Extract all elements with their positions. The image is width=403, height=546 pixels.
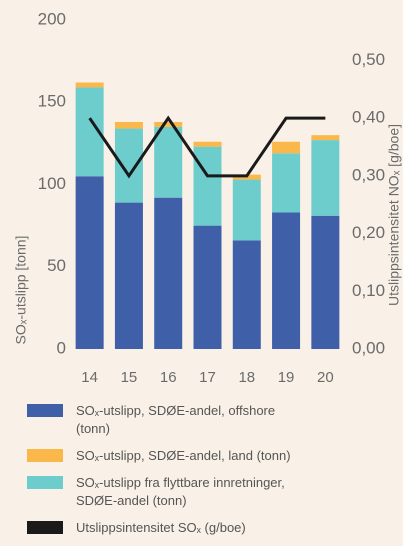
legend-label: Utslippsintensitet SOₓ (g/boe): [76, 520, 246, 535]
y-tick-label: 100: [38, 174, 66, 193]
legend-label: SOₓ-utslipp fra flyttbare innretninger, …: [76, 475, 285, 508]
y2-tick-label: 0,20: [352, 223, 385, 242]
legend-item: SOₓ-utslipp, SDØE-andel, land (tonn): [27, 447, 387, 465]
x-tick-label: 17: [199, 369, 216, 386]
page: {"chart_data":{"type":"bar","stacked":tr…: [12, 9, 402, 535]
bar-segment: [272, 153, 301, 213]
bar-segment: [193, 146, 222, 226]
legend-label: SOₓ-utslipp, SDØE-andel, land (tonn): [76, 448, 291, 463]
chart: SOₓ-utslipp [tonn] Utslippsintensitet NO…: [13, 9, 402, 386]
bar-segment: [154, 197, 183, 349]
legend-item: SOₓ-utslipp, SDØE-andel, offshore (tonn): [27, 402, 387, 438]
y2-tick-label: 0,50: [352, 50, 385, 69]
x-tick-label: 20: [317, 369, 334, 386]
y-tick-label: 150: [38, 92, 66, 111]
bar-segment: [311, 140, 340, 216]
legend: SOₓ-utslipp, SDØE-andel, offshore (tonn)…: [27, 402, 387, 546]
x-tick-label: 14: [81, 369, 98, 386]
y2-tick-label: 0,00: [352, 338, 385, 357]
legend-label: SOₓ-utslipp, SDØE-andel, offshore (tonn): [76, 403, 276, 436]
line: [88, 115, 326, 179]
y2-tick-label: 0,10: [352, 281, 385, 300]
bar-segment: [311, 215, 340, 349]
bar-segment: [154, 126, 183, 198]
bar-segment: [75, 82, 104, 88]
bar-segment: [311, 135, 340, 141]
bar-segment: [193, 225, 222, 349]
bar-segment: [75, 176, 104, 349]
bar-segment: [154, 121, 183, 127]
x-tick-label: 16: [160, 369, 177, 386]
y-tick-label: 50: [47, 256, 66, 275]
legend-swatch: [27, 476, 63, 489]
legend-swatch: [27, 449, 63, 462]
bar-segment: [272, 212, 301, 349]
x-tick-label: 18: [238, 369, 255, 386]
bar-segment: [272, 141, 301, 154]
legend-item: SOₓ-utslipp fra flyttbare innretninger, …: [27, 474, 387, 510]
x-tick-label: 15: [121, 369, 138, 386]
bar-segment: [232, 240, 261, 349]
legend-item: Utslippsintensitet SOₓ (g/boe): [27, 519, 387, 537]
y2-axis-label: Utslippsintensitet NOₓ [g/boe]: [386, 124, 402, 306]
bar-segment: [114, 202, 143, 349]
y-tick-label: 0: [57, 338, 66, 357]
legend-swatch: [27, 404, 63, 417]
y2-tick-label: 0,30: [352, 165, 385, 184]
bar-segment: [114, 128, 143, 203]
y-tick-label: 200: [38, 9, 66, 28]
bar-segment: [193, 141, 222, 147]
y-axis-label: SOₓ-utslipp [tonn]: [13, 236, 29, 345]
y2-tick-label: 0,40: [352, 108, 385, 127]
bar-segment: [114, 121, 143, 129]
legend-swatch: [27, 521, 63, 534]
bar-segment: [232, 179, 261, 241]
x-tick-label: 19: [278, 369, 295, 386]
